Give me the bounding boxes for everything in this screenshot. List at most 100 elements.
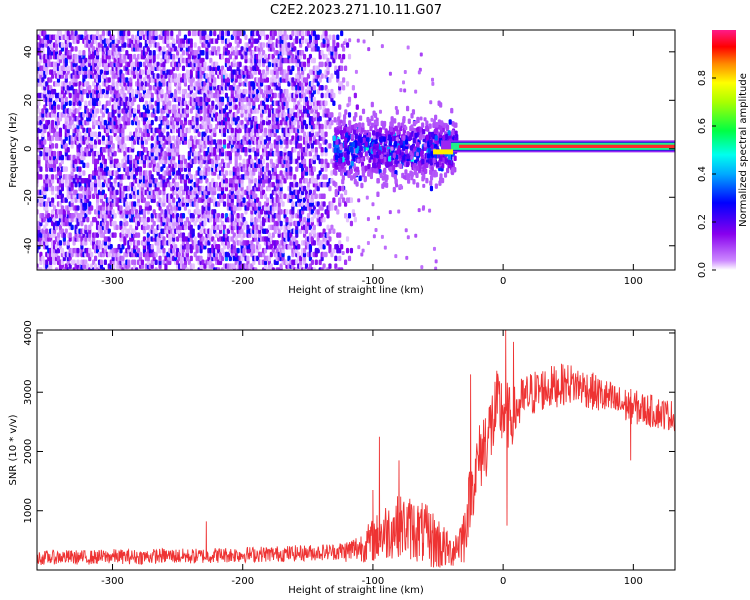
spectrogram-cell — [51, 197, 55, 203]
spectrogram-cell — [318, 115, 322, 122]
spectrogram-cell — [92, 46, 96, 52]
spectrogram-cell — [68, 232, 72, 238]
spectrogram-cell — [166, 119, 170, 126]
spectrogram-cell — [291, 30, 295, 37]
spectrogram-cell — [99, 108, 104, 114]
spectrogram-cell — [105, 220, 109, 227]
spectrogram-cell — [97, 100, 102, 106]
spectrogram-cell — [314, 193, 318, 200]
spectrogram-cell — [138, 251, 143, 258]
spectrogram-cell — [86, 139, 90, 145]
spectrogram-cell — [47, 46, 51, 52]
spectrogram-cell — [193, 30, 197, 37]
spectrogram-cell — [60, 154, 64, 161]
spectrogram-cell — [49, 84, 53, 91]
spectrogram-cell — [136, 119, 141, 126]
spectrogram-cell — [56, 220, 61, 227]
spectrogram-cell — [273, 30, 277, 37]
spectrogram-cell — [152, 220, 156, 227]
spectrogram-cell — [70, 84, 74, 91]
spectrogram-cell — [49, 216, 53, 223]
spectrogram-cell — [45, 220, 49, 227]
spectrogram-cell — [92, 193, 96, 200]
spectrogram-cell — [41, 38, 45, 44]
spectrogram-cell — [174, 162, 178, 169]
spectrogram-cell — [146, 216, 150, 223]
spectrogram-cell — [86, 108, 90, 114]
spectrogram-cell — [99, 115, 104, 122]
spectrogram-cell — [64, 263, 68, 269]
spectrogram-cell — [51, 135, 55, 141]
spectrogram-cell — [133, 259, 137, 265]
spectrogram-cell — [41, 131, 45, 137]
spectrogram-cell — [68, 50, 72, 56]
spectrogram-cell — [60, 178, 64, 184]
spectrogram-cell — [39, 232, 43, 238]
spectrogram-cell — [70, 30, 74, 37]
spectrogram-cell — [82, 127, 86, 134]
spectrogram-cell — [70, 46, 74, 52]
spectrogram-cell — [140, 259, 145, 265]
spectrogram-cell — [213, 77, 217, 83]
spectrogram-cell — [68, 42, 72, 48]
spectrogram-cell — [80, 236, 84, 242]
spectrogram-cell — [285, 216, 289, 223]
spectrogram-cell — [176, 181, 180, 188]
spectrogram-cell — [52, 240, 57, 246]
spectrogram-cell — [218, 139, 223, 145]
spectrogram-cell — [72, 178, 76, 184]
spectrogram-cell — [52, 88, 57, 95]
spectrogram-cell — [74, 174, 78, 180]
spectrogram-cell — [265, 162, 270, 169]
spectrogram-cell — [181, 212, 186, 219]
spectrogram-cell — [267, 61, 272, 68]
spectrogram-cell — [95, 108, 100, 114]
spectrogram-cell — [133, 201, 137, 207]
spectrogram-cell — [291, 65, 295, 72]
spectrogram-cell — [80, 193, 84, 200]
spectrogram-cell — [72, 259, 76, 265]
spectrogram-cell — [82, 216, 86, 223]
spectrogram-cell — [76, 115, 80, 122]
spectrogram-cell — [37, 154, 41, 161]
spectrogram-cell — [101, 181, 106, 188]
spectrogram-cell — [181, 65, 186, 72]
spectrogram-cell — [160, 88, 164, 95]
spectrogram-cell — [82, 112, 86, 118]
spectrogram-cell — [246, 255, 250, 262]
spectrogram-cell — [113, 232, 117, 238]
spectrogram-cell — [56, 247, 61, 254]
spectrogram-cell — [281, 201, 285, 207]
spectrogram-cell — [68, 81, 72, 87]
spectrogram-cell — [76, 108, 80, 114]
spectrogram-cell — [93, 131, 98, 137]
spectrogram-cell — [39, 150, 43, 157]
spectrogram-cell — [101, 201, 106, 207]
spectrogram-cell — [158, 255, 162, 262]
spectrogram-cell — [54, 143, 59, 149]
spectrogram-cell — [320, 147, 324, 153]
spectrogram-cell — [162, 46, 166, 52]
spectrogram-cell — [64, 197, 68, 203]
spectrogram-cell — [99, 185, 104, 192]
spectrogram-cell — [78, 166, 82, 172]
spectrogram-cell — [97, 61, 102, 68]
spectrogram-cell — [285, 209, 289, 215]
spectrogram-cell — [90, 205, 94, 211]
spectrogram-cell — [86, 81, 90, 87]
spectrogram-cell — [74, 53, 78, 60]
spectrogram-cell — [103, 158, 107, 165]
spectrogram-cell — [80, 147, 84, 153]
spectrogram-cell — [95, 30, 100, 37]
spectrogram-cell — [113, 212, 117, 219]
spectrogram-cell — [101, 232, 106, 238]
spectrogram-cell — [95, 150, 100, 157]
spectrogram-cell — [154, 259, 158, 265]
spectrogram-cell — [86, 92, 90, 99]
spectrogram-cell — [84, 88, 88, 95]
spectrogram-cell — [136, 232, 141, 238]
spectrogram-cell — [84, 224, 88, 231]
spectrogram-cell — [78, 181, 82, 188]
spectrogram-cell — [93, 216, 98, 223]
spectrogram-cell — [72, 123, 76, 130]
